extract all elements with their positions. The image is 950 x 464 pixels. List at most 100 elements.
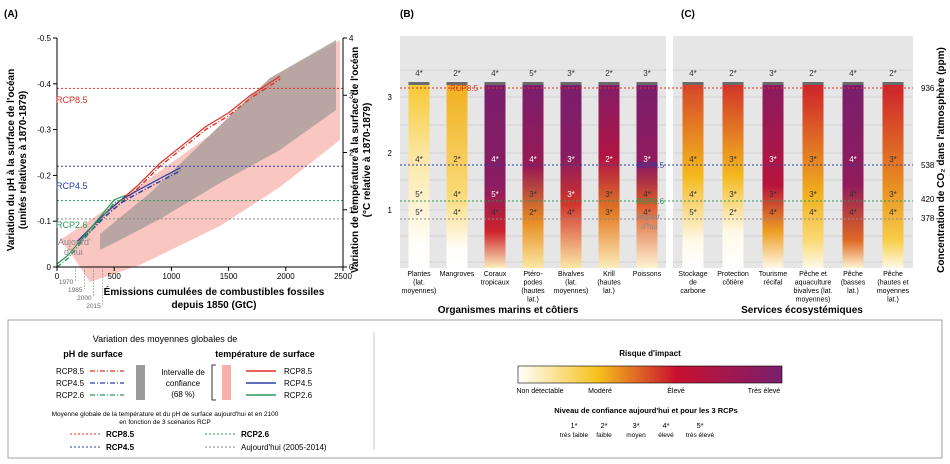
confidence-star: 2*	[605, 69, 613, 78]
confidence-star: 2*	[729, 208, 737, 217]
bc-reference-label: RCP2.6	[636, 197, 665, 206]
y-tick-label: 1	[388, 206, 393, 215]
y-left-tick-label: -0.4	[37, 80, 51, 89]
category-label: tropicaux	[481, 280, 510, 287]
category-label: podes	[523, 280, 543, 287]
legend-today-range: Aujourd'hui (2005-2014)	[241, 443, 327, 452]
confidence-stars: 5*	[696, 421, 703, 430]
y-left-tick-label: -0.2	[37, 171, 51, 180]
legend-ph-ci-swatch	[136, 365, 145, 400]
bc-reference-lines: RCP8.5 RCP4.5 RCP2.6 Aujourd'hui	[400, 84, 913, 231]
confidence-star: 4*	[689, 69, 697, 78]
x-tick-label: 0	[55, 272, 60, 281]
risk-bar-cap	[636, 82, 658, 85]
confidence-star: 2*	[889, 69, 897, 78]
x-tick-label: 2500	[334, 272, 352, 281]
bc-today-label-2: d'hui	[641, 222, 658, 231]
y2-tick-label: 378	[921, 214, 935, 223]
confidence-star: 3*	[643, 69, 651, 78]
x-tick-label: 500	[108, 272, 122, 281]
risk-bar	[682, 84, 704, 268]
category-label: bivalves (lat.	[794, 288, 833, 295]
category-label: (hautes et	[877, 280, 908, 287]
risk-level-0: Non détectable	[516, 388, 563, 395]
panel-a: (A) Variation du pH à la surface de l'oc…	[4, 9, 373, 311]
panel-c-bars: 4* 4* 4* 5* 2* 3* 3* 2* 3* 3* 3* 4* 2* 3* 3* 4* 4* 4* 4* 4*…	[682, 69, 904, 268]
category-label: Protection	[717, 271, 749, 278]
right-axis-title-1: Variation de température à la surface de…	[350, 47, 361, 273]
legend-ph-rcp26: RCP2.6	[56, 391, 85, 400]
category-label: aquaculture	[795, 280, 832, 287]
risk-bar-cap	[802, 82, 824, 85]
category-label: Ptéro-	[523, 271, 543, 278]
legend-ph-rcp85: RCP8.5	[56, 367, 85, 376]
y-tick-label: 2	[388, 149, 393, 158]
legend-today-rcp85: RCP8.5	[106, 430, 135, 439]
legend-temp-ci-swatch	[222, 365, 231, 400]
confidence-star: 5*	[415, 190, 423, 199]
category-label: (hautes	[521, 288, 545, 295]
risk-bar-cap	[882, 82, 904, 85]
risk-bar-cap	[484, 82, 506, 85]
y2-tick-label: 538	[921, 161, 935, 170]
panel-c-background	[673, 36, 913, 268]
confidence-star: 5*	[529, 69, 537, 78]
year-marker-label: 2000	[77, 295, 92, 302]
risk-bar	[762, 84, 784, 268]
category-label: carbone	[680, 288, 705, 295]
y-left-tick-label: -0.3	[37, 126, 51, 135]
legend-title: Variation des moyennes globales de	[93, 334, 237, 344]
x-tick-label: 1000	[163, 272, 181, 281]
panel-c-grid: 378 420 538 936	[673, 69, 935, 263]
category-label: (lat.	[565, 280, 577, 287]
confidence-star: 4*	[849, 155, 857, 164]
legend-confidence-levels: 1* très faible 2* faible 3* moyen 4* élevé 5* trè…	[560, 421, 715, 439]
confidence-star: 4*	[415, 69, 423, 78]
legend-left: Variation des moyennes globales de pH de…	[52, 334, 327, 452]
series-temp-line-rcp26	[56, 194, 126, 265]
risk-bar	[636, 84, 658, 268]
confidence-star: 4*	[567, 208, 575, 217]
confidence-stars: 3*	[632, 421, 639, 430]
y2-tick-label: 420	[921, 195, 935, 204]
legend-temp-rcp45: RCP4.5	[284, 379, 313, 388]
risk-bar	[842, 84, 864, 268]
label-today-a-1: Aujourd'	[58, 237, 91, 247]
confidence-star: 3*	[605, 190, 613, 199]
category-label: Coraux	[484, 271, 507, 278]
confidence-star: 4*	[643, 190, 651, 199]
confidence-star: 4*	[889, 208, 897, 217]
legend-frame	[7, 319, 943, 459]
category-label: lat.)	[527, 297, 539, 304]
risk-bar	[882, 84, 904, 268]
risk-bar	[484, 84, 506, 268]
risk-bar-cap	[682, 82, 704, 85]
y-right-tick-label: 0	[349, 263, 354, 272]
axis-ticks: 0 500 1000 1500 2000 25000-0.1-0.2-0.3-0.4-0.…	[37, 34, 354, 281]
legend-ci-2: confiance	[166, 379, 201, 388]
confidence-star: 5*	[415, 208, 423, 217]
confidence-star: 2*	[809, 69, 817, 78]
category-label: Mangroves	[440, 271, 475, 278]
legend-temp-rcp26: RCP2.6	[284, 391, 313, 400]
category-label: Pêche et	[799, 271, 827, 278]
risk-bar	[802, 84, 824, 268]
confidence-star: 3*	[769, 190, 777, 199]
panel-c-label: (C)	[681, 9, 695, 20]
category-label: lat.)	[847, 288, 859, 295]
category-label: Poissons	[633, 271, 662, 278]
category-label: Stockage	[678, 271, 707, 278]
risk-bar-cap	[522, 82, 544, 85]
confidence-star: 5*	[491, 190, 499, 199]
x-axis-title-1: Émissions cumulées de combustibles fossi…	[104, 285, 325, 298]
risk-bar	[408, 84, 430, 268]
confidence-star: 3*	[567, 190, 575, 199]
legend-ci-1: Intervalle de	[161, 368, 205, 377]
left-axis-title-1: Variation du pH à la surface de l'océan	[6, 69, 17, 251]
category-label: côtière	[722, 280, 743, 287]
bc-reference-label: RCP4.5	[636, 161, 665, 170]
bc-today-label-1: Aujour	[637, 212, 660, 221]
confidence-star: 2*	[729, 69, 737, 78]
panel-b: (B) 1 2 3 4* 4* 5* 5* 2* 2* 4* 4* 4* 4* 5* 4* 5* 4* 3* 2*…	[388, 9, 666, 316]
confidence-label: très élevé	[686, 432, 715, 439]
